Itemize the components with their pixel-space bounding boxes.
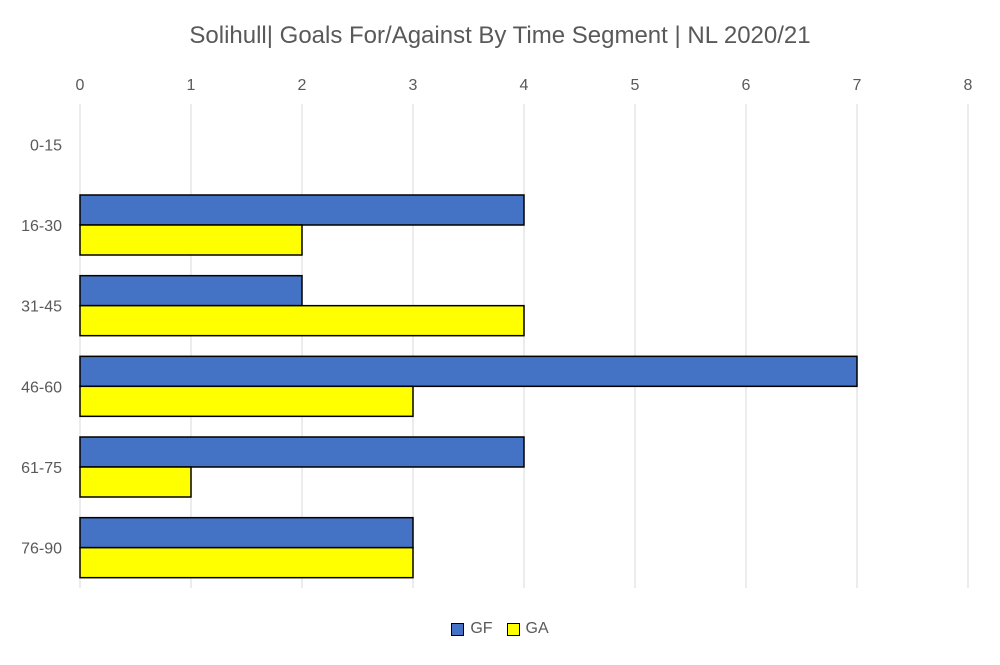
y-tick-label-0-15: 0-15 (30, 137, 62, 154)
y-tick-label-16-30: 16-30 (21, 218, 62, 235)
bar-gf-76-90 (79, 516, 414, 549)
y-tick-label-76-90: 76-90 (21, 541, 62, 558)
x-tick-label-0: 0 (76, 77, 85, 94)
bar-ga-46-60 (79, 385, 414, 418)
x-tick-label-2: 2 (298, 77, 307, 94)
x-tick-label-4: 4 (520, 77, 529, 94)
bar-gf-61-75 (79, 436, 525, 468)
legend: GF GA (0, 620, 1000, 638)
bar-gf-46-60 (79, 355, 858, 388)
bar-ga-31-45 (79, 304, 525, 337)
x-tick-label-3: 3 (409, 77, 418, 94)
legend-label-gf: GF (470, 620, 493, 637)
chart-title: Solihull| Goals For/Against By Time Segm… (189, 22, 811, 49)
bar-ga-61-75 (79, 466, 192, 498)
legend-swatch-gf (451, 622, 465, 636)
y-tick-label-46-60: 46-60 (21, 379, 62, 396)
x-tick-label-8: 8 (964, 77, 973, 94)
bar-ga-16-30 (79, 224, 303, 256)
y-tick-label-31-45: 31-45 (21, 299, 62, 316)
legend-label-ga: GA (525, 620, 549, 637)
y-tick-label-61-75: 61-75 (21, 460, 62, 477)
legend-item-ga: GA (506, 620, 549, 638)
bar-ga-76-90 (79, 546, 414, 579)
x-tick-label-1: 1 (187, 77, 196, 94)
bar-gf-16-30 (79, 194, 525, 226)
bar-gf-31-45 (79, 274, 303, 307)
legend-item-gf: GF (451, 620, 493, 638)
x-tick-label-7: 7 (853, 77, 862, 94)
legend-swatch-ga (506, 622, 520, 636)
x-tick-label-5: 5 (631, 77, 640, 94)
x-tick-label-6: 6 (742, 77, 751, 94)
